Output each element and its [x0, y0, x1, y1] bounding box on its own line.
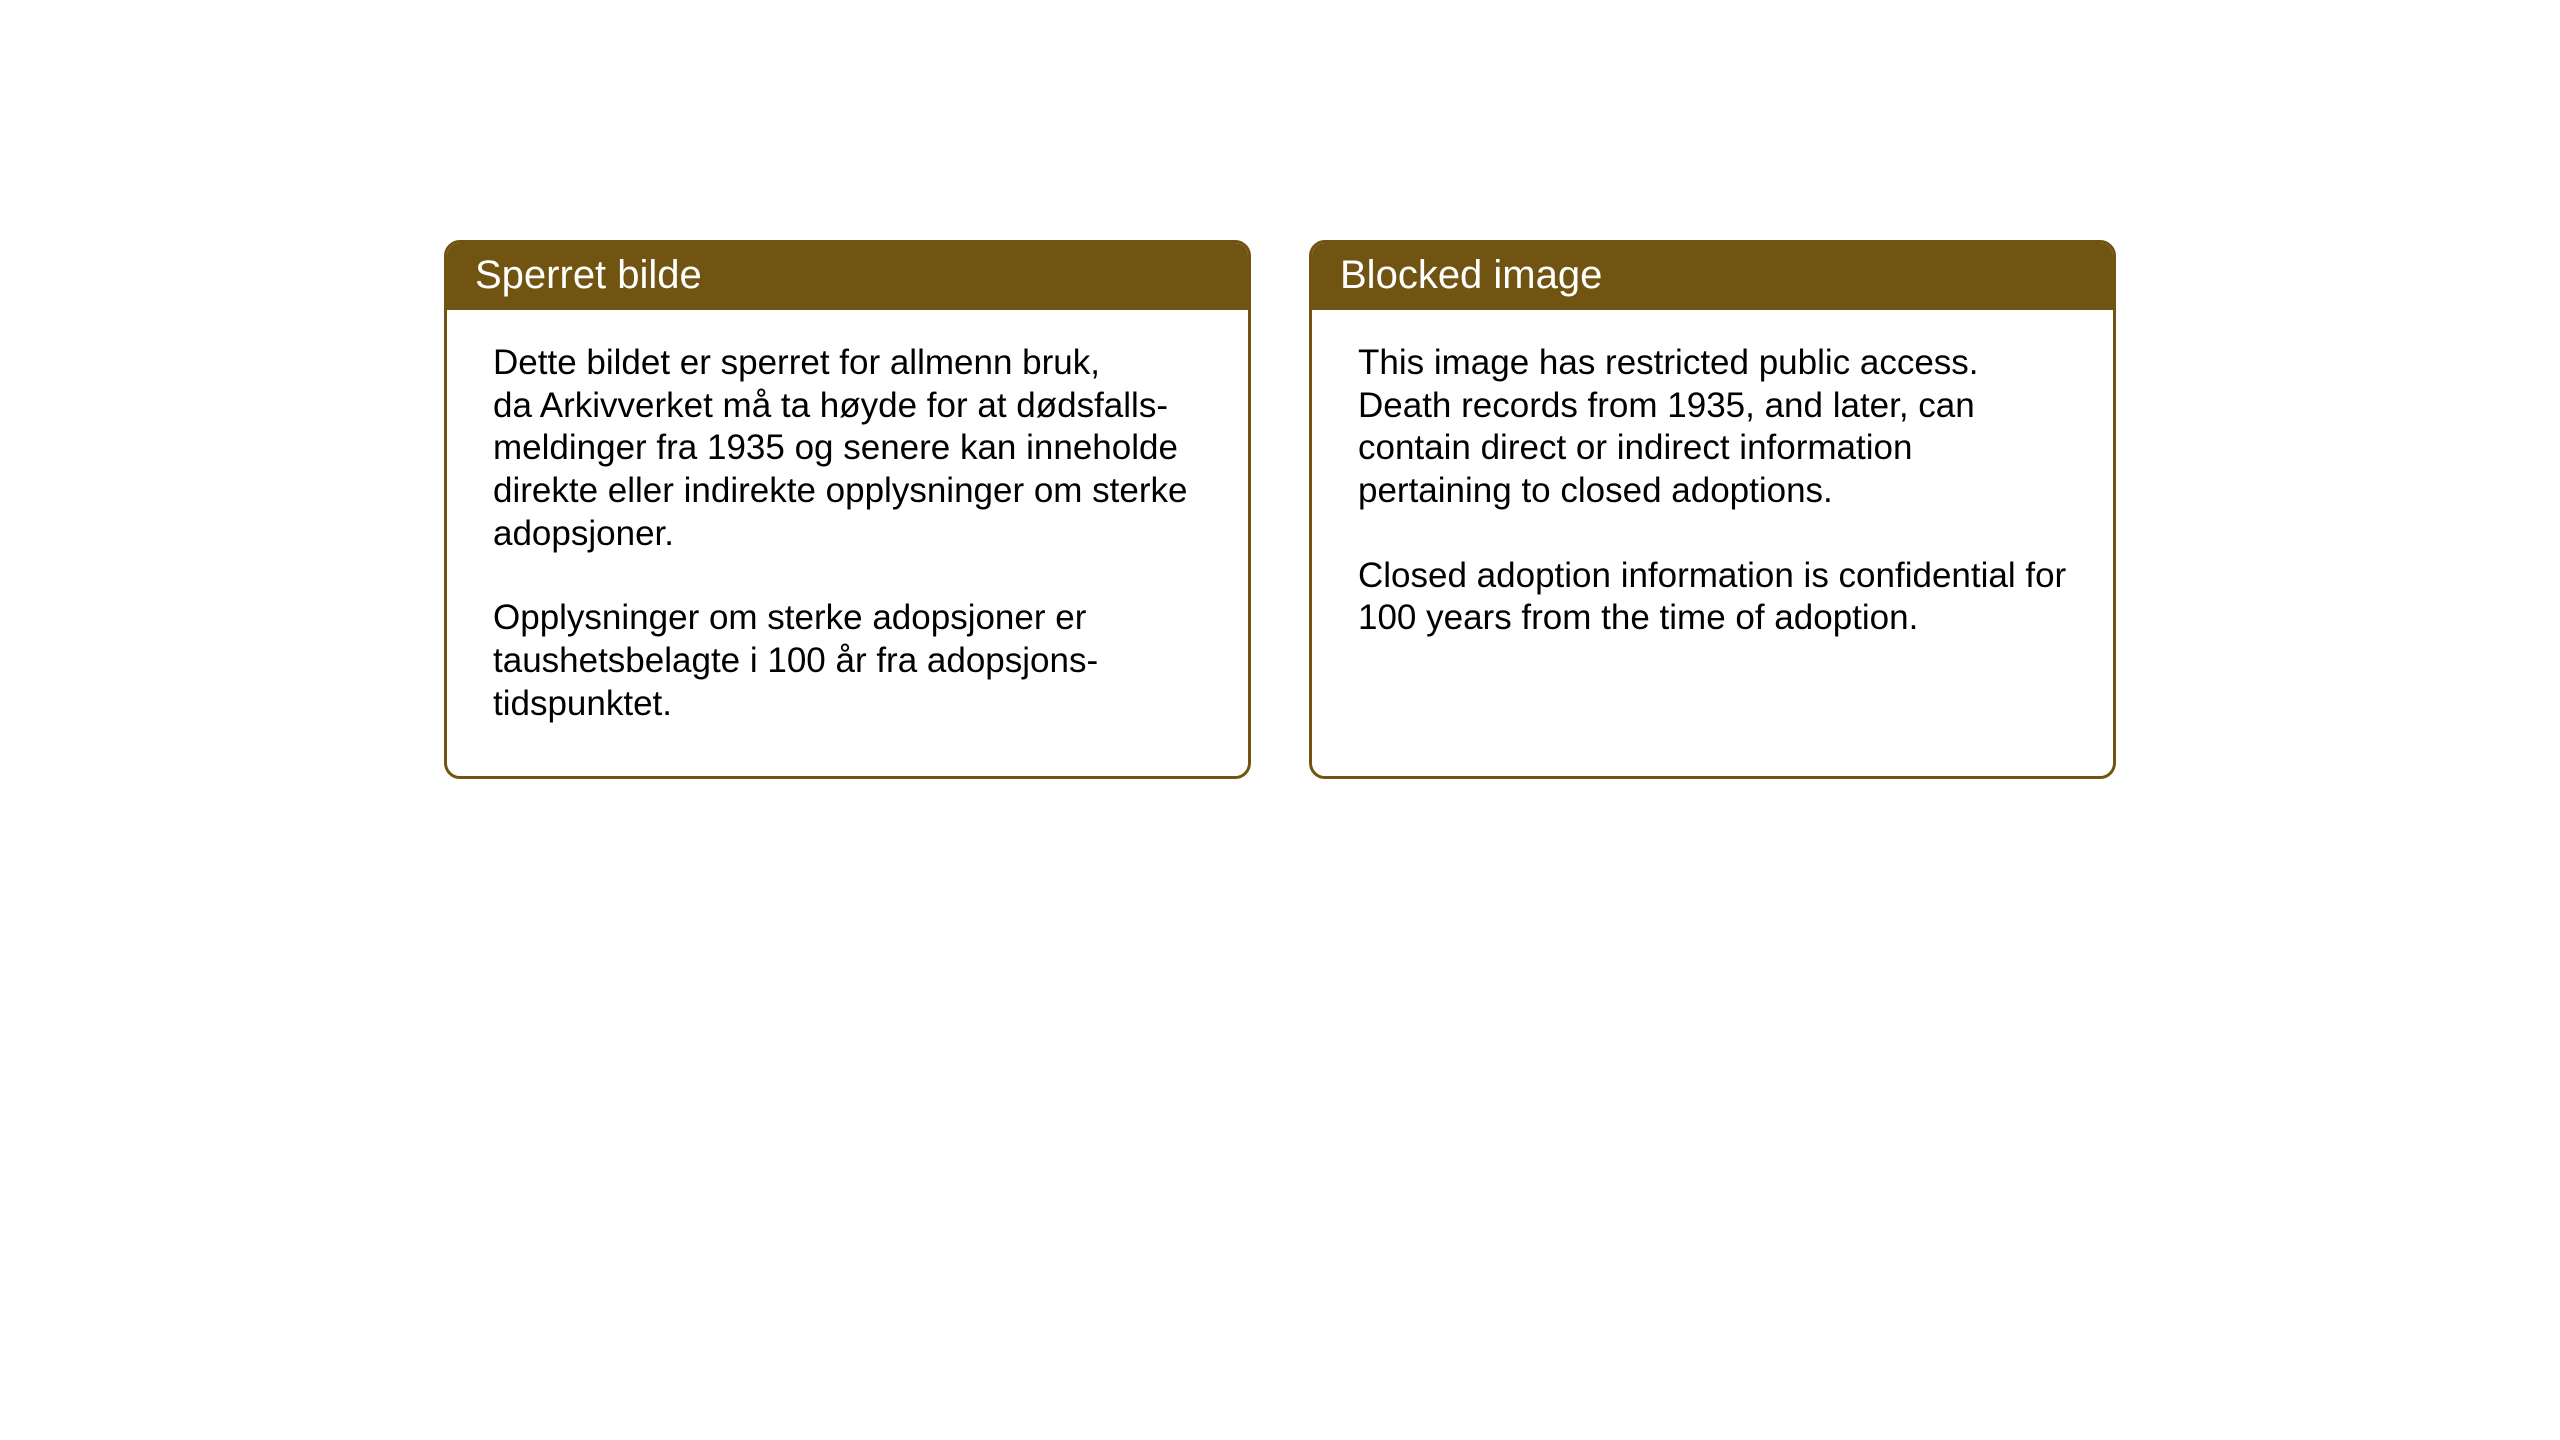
- english-card-title: Blocked image: [1312, 243, 2113, 310]
- english-card-body: This image has restricted public access.…: [1312, 310, 2113, 690]
- norwegian-paragraph-1: Dette bildet er sperret for allmenn bruk…: [493, 342, 1202, 555]
- norwegian-notice-card: Sperret bilde Dette bildet er sperret fo…: [444, 240, 1251, 779]
- norwegian-card-title: Sperret bilde: [447, 243, 1248, 310]
- english-notice-card: Blocked image This image has restricted …: [1309, 240, 2116, 779]
- norwegian-card-body: Dette bildet er sperret for allmenn bruk…: [447, 310, 1248, 776]
- notice-cards-container: Sperret bilde Dette bildet er sperret fo…: [444, 240, 2116, 779]
- english-paragraph-1: This image has restricted public access.…: [1358, 342, 2067, 513]
- english-paragraph-2: Closed adoption information is confident…: [1358, 555, 2067, 640]
- norwegian-paragraph-2: Opplysninger om sterke adopsjoner er tau…: [493, 597, 1202, 725]
